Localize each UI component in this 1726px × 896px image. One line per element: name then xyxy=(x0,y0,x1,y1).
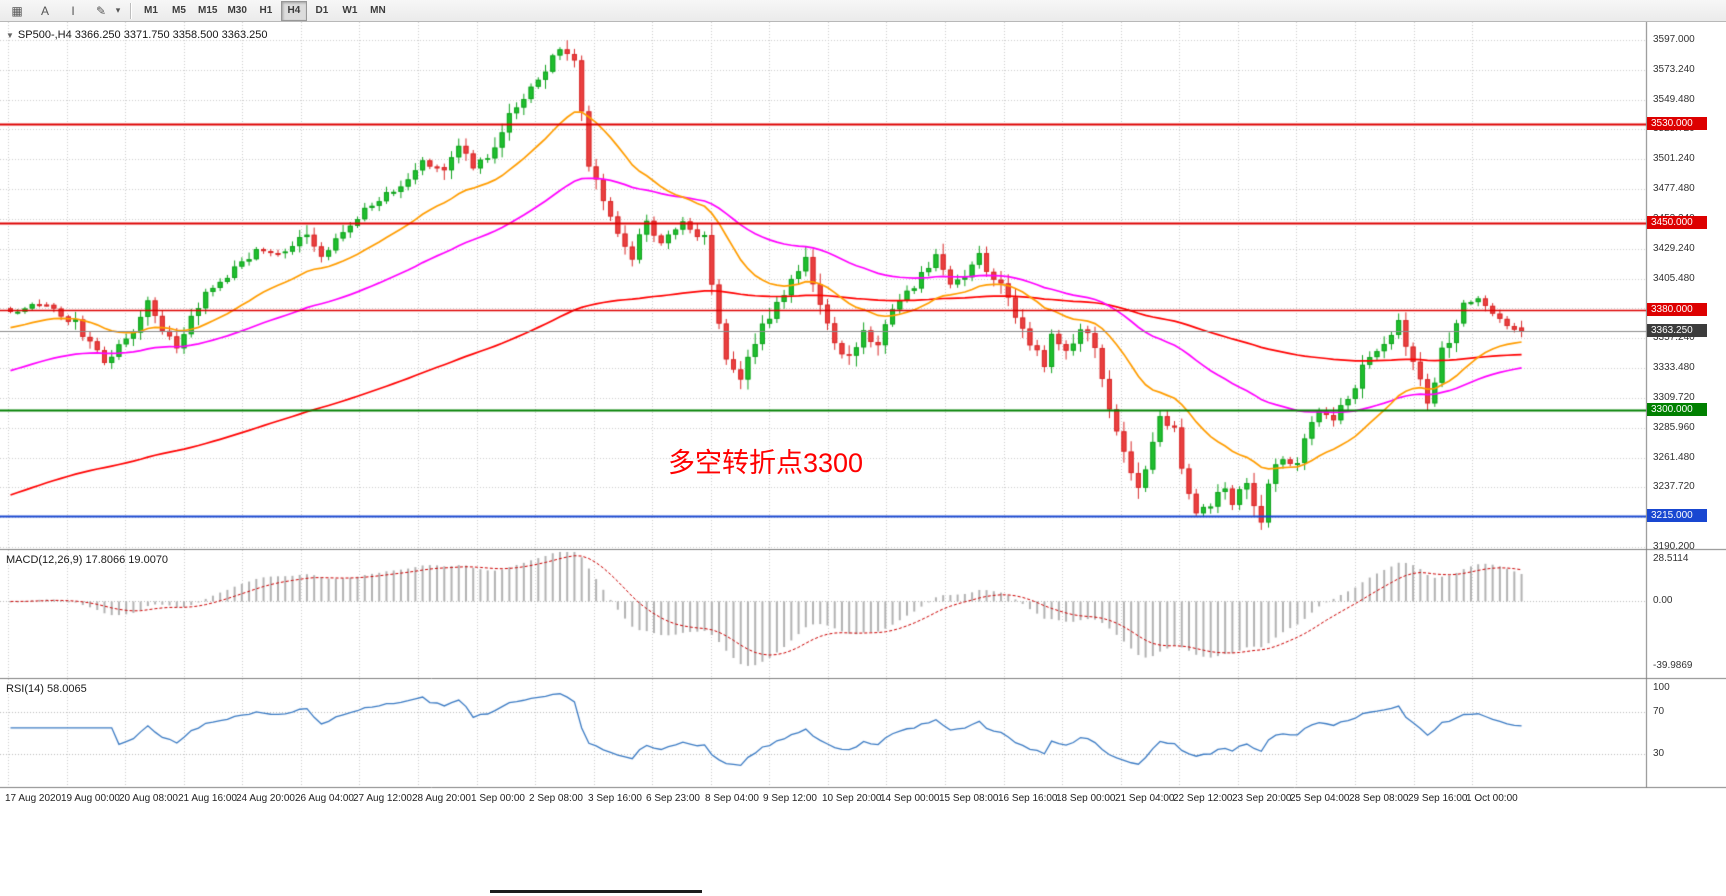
time-tick: 16 Sep 16:00 xyxy=(998,793,1058,804)
macd-axis-label: 28.5114 xyxy=(1653,553,1689,564)
symbol-info: ▼ SP500-,H4 3366.250 3371.750 3358.500 3… xyxy=(6,29,267,41)
timeframe-button-group: M1 M5 M15 M30 H1 H4 D1 W1 MN xyxy=(137,0,392,21)
price-tick: 3597.000 xyxy=(1653,34,1695,45)
macd-label: MACD(12,26,9) 17.8066 19.0070 xyxy=(6,554,169,566)
price-tick: 3405.480 xyxy=(1653,273,1695,284)
price-tick: 3477.480 xyxy=(1653,183,1695,194)
price-tick: 3333.480 xyxy=(1653,362,1695,373)
price-tick: 3429.240 xyxy=(1653,243,1695,254)
time-tick: 21 Sep 04:00 xyxy=(1115,793,1175,804)
price-tick: 3549.480 xyxy=(1653,94,1695,105)
time-axis[interactable]: 17 Aug 2020 19 Aug 00:00 20 Aug 08:00 21 Au… xyxy=(0,788,1646,814)
time-tick: 21 Aug 16:00 xyxy=(178,793,237,804)
price-tick: 3285.960 xyxy=(1653,422,1695,433)
time-tick: 3 Sep 16:00 xyxy=(588,793,642,804)
time-tick: 15 Sep 08:00 xyxy=(939,793,999,804)
price-line-tag-3530.000: 3530.000 xyxy=(1647,117,1707,130)
price-tick: 3309.720 xyxy=(1653,392,1695,403)
timeframe-button-m1[interactable]: M1 xyxy=(144,5,158,16)
time-tick: 18 Sep 00:00 xyxy=(1056,793,1116,804)
text-cursor-icon[interactable]: I xyxy=(71,3,75,18)
price-chart-canvas[interactable] xyxy=(0,22,1726,896)
time-tick: 23 Sep 20:00 xyxy=(1232,793,1292,804)
rsi-axis-label: 70 xyxy=(1653,706,1665,717)
price-line-tag-3300.000: 3300.000 xyxy=(1647,403,1707,416)
timeframe-button-d1[interactable]: D1 xyxy=(315,5,329,16)
time-tick: 2 Sep 08:00 xyxy=(529,793,583,804)
timeframe-button-m5[interactable]: M5 xyxy=(172,5,186,16)
toolbar: ▦ A I ✎ ▾ M1 M5 M15 M30 H1 H4 D1 W1 MN xyxy=(0,0,1726,22)
time-tick: 14 Sep 00:00 xyxy=(880,793,940,804)
time-tick: 8 Sep 04:00 xyxy=(705,793,759,804)
toolbar-icon-group: ▦ A I ✎ ▾ xyxy=(3,1,125,21)
timeframe-button-h4[interactable]: H4 xyxy=(280,0,307,21)
crayon-icon[interactable]: ✎ xyxy=(95,3,107,18)
time-tick: 19 Aug 00:00 xyxy=(61,793,120,804)
time-tick: 1 Oct 00:00 xyxy=(1466,793,1518,804)
price-line-tag-3450.000: 3450.000 xyxy=(1647,216,1707,229)
time-tick: 25 Sep 04:00 xyxy=(1290,793,1350,804)
scrollbar-handle[interactable] xyxy=(490,890,702,893)
symbol-dropdown-icon: ▼ xyxy=(6,30,14,40)
time-tick: 20 Aug 08:00 xyxy=(119,793,178,804)
time-tick: 29 Sep 16:00 xyxy=(1408,793,1468,804)
time-tick: 17 Aug 2020 xyxy=(5,793,62,804)
chart-annotation: 多空转折点3300 xyxy=(668,448,864,478)
price-tick: 3237.720 xyxy=(1653,481,1695,492)
time-tick: 28 Sep 08:00 xyxy=(1349,793,1409,804)
rsi-axis-label: 30 xyxy=(1653,748,1665,759)
time-tick: 26 Aug 04:00 xyxy=(295,793,354,804)
timeframe-button-h1[interactable]: H1 xyxy=(259,5,273,16)
time-tick: 28 Aug 20:00 xyxy=(412,793,471,804)
rsi-label: RSI(14) 58.0065 xyxy=(6,683,87,695)
time-tick: 27 Aug 12:00 xyxy=(353,793,412,804)
price-tick: 3190.200 xyxy=(1653,541,1695,552)
timeframe-button-m15[interactable]: M15 xyxy=(198,5,218,16)
price-line-tag-3215.000: 3215.000 xyxy=(1647,509,1707,522)
timeframe-button-w1[interactable]: W1 xyxy=(342,5,358,16)
macd-axis-label: -39.9869 xyxy=(1653,660,1693,671)
chevron-down-icon[interactable]: ▾ xyxy=(115,5,121,15)
price-tick: 3573.240 xyxy=(1653,64,1695,75)
grid-icon[interactable]: ▦ xyxy=(11,3,23,18)
price-tick: 3357.240 xyxy=(1653,332,1695,343)
macd-axis-label: 0.00 xyxy=(1653,595,1673,606)
price-axis[interactable]: 3597.0003573.2403549.4803525.7203501.240… xyxy=(1647,22,1726,788)
text-label-icon[interactable]: A xyxy=(40,3,49,18)
price-tick: 3261.480 xyxy=(1653,452,1695,463)
current-price-tag: 3363.250 xyxy=(1647,324,1707,337)
time-tick: 6 Sep 23:00 xyxy=(646,793,700,804)
toolbar-separator xyxy=(130,2,132,19)
timeframe-button-mn[interactable]: MN xyxy=(370,5,386,16)
price-line-tag-3380.000: 3380.000 xyxy=(1647,303,1707,316)
timeframe-button-m30[interactable]: M30 xyxy=(227,5,247,16)
time-tick: 22 Sep 12:00 xyxy=(1173,793,1233,804)
price-tick: 3501.240 xyxy=(1653,153,1695,164)
chart-area: ▼ SP500-,H4 3366.250 3371.750 3358.500 3… xyxy=(0,22,1726,896)
time-tick: 9 Sep 12:00 xyxy=(763,793,817,804)
time-tick: 1 Sep 00:00 xyxy=(471,793,525,804)
time-tick: 10 Sep 20:00 xyxy=(822,793,882,804)
rsi-axis-label: 100 xyxy=(1653,682,1670,693)
symbol-ohlc-text: SP500-,H4 3366.250 3371.750 3358.500 336… xyxy=(17,29,268,41)
time-tick: 24 Aug 20:00 xyxy=(236,793,295,804)
horizontal-scrollbar[interactable] xyxy=(0,882,1726,896)
